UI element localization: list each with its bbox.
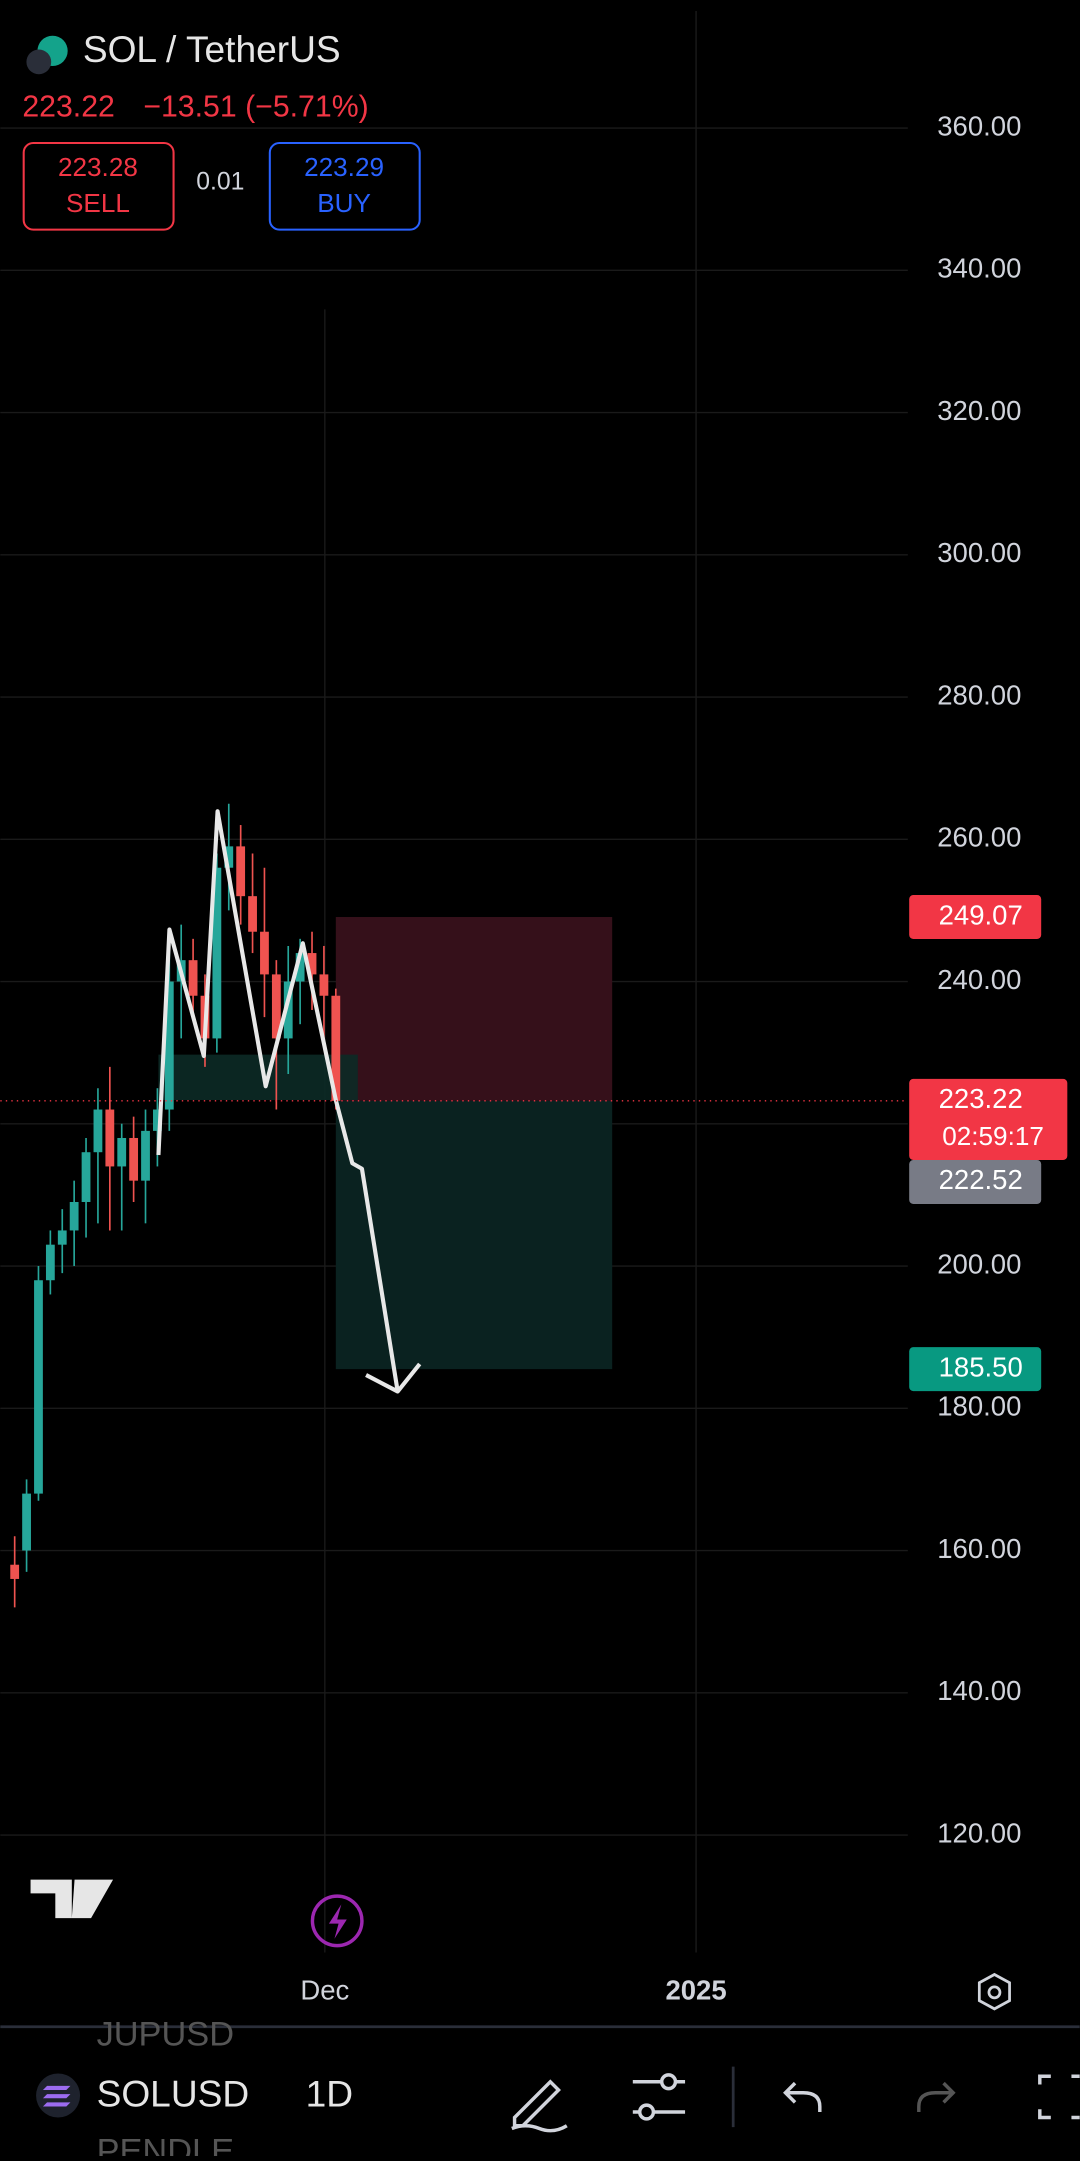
sell-button[interactable] bbox=[22, 141, 175, 231]
candle-body bbox=[93, 1109, 103, 1153]
candle-body bbox=[141, 1130, 150, 1181]
y-tick-label: 120.00 bbox=[937, 1817, 1021, 1848]
axis: 120.00 140.00 160.00 180.00 200.00 240.00 260.… bbox=[300, 110, 1068, 2006]
symbol-title[interactable]: SOL / TetherUS bbox=[83, 28, 341, 70]
candle-body bbox=[295, 953, 305, 982]
toolbar-symbol[interactable]: SOLUSD bbox=[97, 2073, 250, 2115]
candle-body bbox=[236, 846, 246, 897]
candle-body bbox=[69, 1201, 79, 1231]
price-label: 249.07 bbox=[939, 899, 1023, 930]
price-label-box bbox=[909, 1078, 1068, 1160]
y-tick-label: 240.00 bbox=[937, 964, 1021, 995]
drawing bbox=[365, 1373, 399, 1394]
candle-body bbox=[57, 1230, 67, 1245]
candle-body bbox=[271, 974, 281, 1039]
candle-body bbox=[212, 867, 222, 1039]
x-tick-label: Dec bbox=[300, 1975, 349, 2006]
timeframe[interactable]: 1D bbox=[306, 2073, 353, 2115]
settings-button[interactable] bbox=[977, 1972, 1011, 2011]
candle-body bbox=[22, 1493, 31, 1551]
countdown: 02:59:17 bbox=[942, 1121, 1044, 1151]
draw-button[interactable] bbox=[511, 2079, 568, 2133]
watch-item[interactable]: PENDLE bbox=[97, 2132, 235, 2161]
candle-body bbox=[45, 1244, 55, 1281]
candle-body bbox=[129, 1137, 139, 1181]
symbol-icon bbox=[26, 49, 52, 75]
y-tick-label: 320.00 bbox=[937, 395, 1021, 426]
y-tick-label: 340.00 bbox=[937, 253, 1021, 284]
last-price: 223.22 bbox=[22, 91, 115, 124]
y-tick-label: 180.00 bbox=[937, 1391, 1021, 1422]
candle-body bbox=[283, 981, 293, 1039]
candle-body bbox=[331, 995, 341, 1101]
price-label-box bbox=[909, 1159, 1042, 1204]
watch-item[interactable]: JUPUSD bbox=[97, 2015, 234, 2053]
y-tick-label: 260.00 bbox=[937, 822, 1021, 853]
target-zone bbox=[335, 1100, 613, 1370]
buy-button[interactable] bbox=[268, 141, 421, 231]
price-label: 222.52 bbox=[939, 1164, 1023, 1195]
candle-body bbox=[307, 953, 317, 975]
y-tick-label: 300.00 bbox=[937, 537, 1021, 568]
y-tick-label: 280.00 bbox=[937, 679, 1021, 710]
symbol-icon bbox=[42, 2085, 71, 2107]
candle-body bbox=[10, 1564, 20, 1579]
candle-body bbox=[117, 1137, 127, 1167]
candle-body bbox=[260, 931, 269, 975]
candle-body bbox=[248, 896, 257, 932]
price-label: 185.50 bbox=[939, 1351, 1023, 1382]
drawing bbox=[156, 809, 422, 1394]
undo-button[interactable] bbox=[783, 2081, 822, 2112]
buy-label: BUY bbox=[317, 188, 371, 218]
candle-body bbox=[319, 974, 329, 996]
buy-price: 223.29 bbox=[304, 152, 384, 182]
candle-body bbox=[224, 846, 234, 868]
plot bbox=[0, 803, 908, 1608]
candle-body bbox=[164, 981, 174, 1110]
price-change: −13.51 (−5.71%) bbox=[143, 91, 368, 124]
sell-price: 223.28 bbox=[58, 152, 138, 182]
price-label-box bbox=[909, 895, 1042, 940]
price-label: 223.22 bbox=[939, 1083, 1023, 1114]
settings-icon bbox=[987, 1985, 1002, 2000]
flash-button[interactable] bbox=[310, 1894, 364, 1948]
redo-button[interactable] bbox=[917, 2081, 956, 2112]
grid bbox=[0, 11, 908, 1953]
y-tick-label: 140.00 bbox=[937, 1675, 1021, 1706]
candle-body bbox=[105, 1109, 115, 1167]
stop-zone bbox=[335, 917, 613, 1101]
sell-label: SELL bbox=[66, 188, 130, 218]
spread: 0.01 bbox=[196, 168, 244, 195]
candle-body bbox=[153, 1109, 162, 1131]
price-label-box bbox=[909, 1347, 1042, 1392]
candle-body bbox=[34, 1280, 43, 1494]
tv-logo[interactable] bbox=[30, 1879, 114, 1919]
candle-body bbox=[81, 1152, 91, 1202]
support-zone bbox=[158, 1054, 358, 1100]
y-tick-label: 360.00 bbox=[937, 110, 1021, 141]
flash-icon bbox=[328, 1904, 347, 1939]
indicators-button[interactable] bbox=[632, 2073, 686, 2121]
fullscreen-button[interactable] bbox=[1038, 2074, 1080, 2120]
y-tick-label: 200.00 bbox=[937, 1248, 1021, 1279]
x-tick-label: 2025 bbox=[665, 1975, 726, 2006]
y-tick-label: 160.00 bbox=[937, 1533, 1021, 1564]
candle-body bbox=[188, 960, 198, 996]
